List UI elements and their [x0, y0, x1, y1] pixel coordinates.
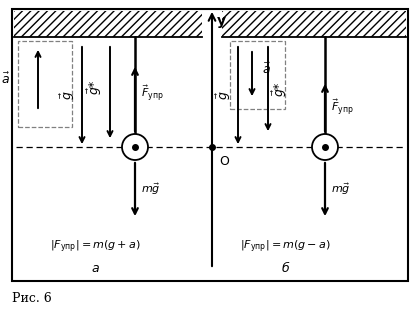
Text: б: б — [281, 263, 289, 276]
Text: $m\vec{g}$: $m\vec{g}$ — [141, 182, 160, 197]
Text: $\vec{F}_{\mathsf{упр}}$: $\vec{F}_{\mathsf{упр}}$ — [331, 97, 354, 118]
Text: $\vec{a}$: $\vec{a}$ — [262, 61, 271, 77]
Text: O: O — [219, 155, 229, 168]
Text: а: а — [91, 263, 99, 276]
Text: $\vec{a}$: $\vec{a}$ — [1, 71, 11, 87]
Bar — [12, 9, 408, 281]
Circle shape — [312, 134, 338, 160]
Bar — [14, 11, 202, 37]
Text: $\vec{g}$: $\vec{g}$ — [59, 91, 77, 100]
Text: $\vec{g}$*: $\vec{g}$* — [86, 79, 104, 95]
Bar — [230, 41, 285, 109]
Text: $\vec{g}$: $\vec{g}$ — [215, 91, 233, 100]
Text: $|F_{\mathsf{упр}}| = m(g + a)$: $|F_{\mathsf{упр}}| = m(g + a)$ — [50, 239, 140, 255]
Text: Рис. 6: Рис. 6 — [12, 293, 52, 306]
Circle shape — [122, 134, 148, 160]
Text: $\vec{g}$*: $\vec{g}$* — [271, 81, 289, 97]
Bar — [18, 41, 72, 127]
Text: $|F_{\mathsf{упр}}| = m(g - a)$: $|F_{\mathsf{упр}}| = m(g - a)$ — [240, 239, 330, 255]
Text: $\vec{F}_{\mathsf{упр}}$: $\vec{F}_{\mathsf{упр}}$ — [141, 84, 164, 104]
Text: $m\vec{g}$: $m\vec{g}$ — [331, 182, 351, 197]
Text: y: y — [217, 14, 226, 28]
Bar — [222, 11, 406, 37]
